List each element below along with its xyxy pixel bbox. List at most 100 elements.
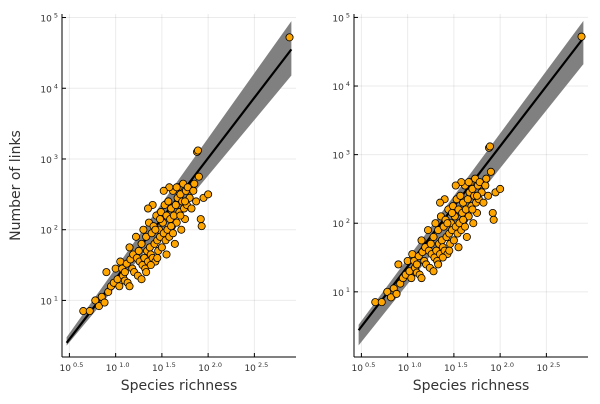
data-point xyxy=(394,260,403,269)
data-point xyxy=(151,225,160,234)
data-point xyxy=(194,172,203,181)
data-point xyxy=(449,236,458,245)
y-tick-label: 10 3 xyxy=(40,153,58,166)
data-point xyxy=(486,167,495,176)
data-point xyxy=(423,226,432,235)
y-tick-label: 10 3 xyxy=(332,149,350,162)
data-point xyxy=(120,268,129,277)
data-point xyxy=(417,236,426,245)
x-tick-label: 10 0.5 xyxy=(59,361,83,374)
data-point xyxy=(170,239,179,248)
y-tick-label: 10 1 xyxy=(40,294,58,307)
data-point xyxy=(125,243,134,252)
data-point xyxy=(285,33,294,42)
data-point xyxy=(459,215,468,224)
data-point xyxy=(489,215,498,224)
data-point xyxy=(189,186,198,195)
data-point xyxy=(162,250,171,259)
data-point xyxy=(377,298,386,307)
data-point xyxy=(115,282,124,291)
y-tick-label: 10 2 xyxy=(40,224,58,237)
x-tick-label: 10 1.0 xyxy=(106,361,130,374)
data-point xyxy=(469,219,478,228)
data-point xyxy=(485,142,494,151)
data-point xyxy=(142,268,151,277)
x-axis-title: Species richness xyxy=(413,378,530,394)
y-tick-label: 10 4 xyxy=(40,82,58,95)
x-tick-label: 10 1.5 xyxy=(444,361,468,374)
data-point xyxy=(137,275,146,284)
data-point xyxy=(91,296,100,305)
x-tick-label: 10 0.5 xyxy=(351,361,375,374)
data-point xyxy=(131,232,140,241)
data-point xyxy=(168,229,177,238)
data-point xyxy=(463,195,472,204)
data-point xyxy=(429,267,438,276)
data-point xyxy=(481,181,490,190)
data-point xyxy=(164,197,173,206)
data-point xyxy=(172,183,181,192)
x-axis-title: Species richness xyxy=(121,378,238,394)
data-point xyxy=(167,222,176,231)
data-point xyxy=(412,260,421,269)
data-point xyxy=(488,208,497,217)
right-scatter-panel: 10 0.5 10 1.0 10 1.5 10 2.0 10 2.5 10 1 10 2 10… xyxy=(332,11,588,394)
data-point xyxy=(407,274,416,283)
data-point xyxy=(156,215,165,224)
data-point xyxy=(100,298,109,307)
data-point xyxy=(171,200,180,209)
data-point xyxy=(187,204,196,213)
data-point xyxy=(484,191,493,200)
data-point xyxy=(139,225,148,234)
data-point xyxy=(137,239,146,248)
data-point xyxy=(157,243,166,252)
x-tick-label: 10 2.5 xyxy=(536,361,560,374)
y-tick-label: 10 2 xyxy=(332,217,350,230)
data-point xyxy=(196,215,205,224)
data-point xyxy=(496,184,505,193)
data-point xyxy=(190,179,199,188)
data-point xyxy=(445,246,454,255)
x-tick-label: 10 1.5 xyxy=(152,361,176,374)
x-tick-label: 10 2.0 xyxy=(490,361,514,374)
data-point xyxy=(482,174,491,183)
data-point xyxy=(125,282,134,291)
data-point xyxy=(417,274,426,283)
data-point xyxy=(451,181,460,190)
data-point xyxy=(142,232,151,241)
x-tick-label: 10 2.0 xyxy=(198,361,222,374)
y-tick-label: 10 5 xyxy=(40,12,58,25)
data-point xyxy=(183,183,192,192)
data-point xyxy=(134,246,143,255)
data-point xyxy=(462,232,471,241)
data-point xyxy=(429,232,438,241)
data-point xyxy=(197,222,206,231)
data-point xyxy=(165,183,174,192)
y-tick-label: 10 5 xyxy=(332,11,350,24)
data-point xyxy=(426,239,435,248)
data-point xyxy=(172,218,181,227)
data-point xyxy=(434,260,443,269)
x-tick-label: 10 1.0 xyxy=(398,361,422,374)
data-point xyxy=(431,219,440,228)
left-scatter-panel: 10 0.5 10 1.0 10 1.5 10 2.0 10 2.5 10 1 10 2 10… xyxy=(8,12,296,394)
data-point xyxy=(468,205,477,214)
data-point xyxy=(464,178,473,187)
data-point xyxy=(392,289,401,298)
data-point xyxy=(192,197,201,206)
data-point xyxy=(383,287,392,296)
data-point xyxy=(460,222,469,231)
data-point xyxy=(448,208,457,217)
y-tick-label: 10 4 xyxy=(332,80,350,93)
x-tick-label: 10 2.5 xyxy=(244,361,268,374)
data-point xyxy=(177,225,186,234)
data-point xyxy=(443,219,452,228)
data-point xyxy=(94,302,103,311)
data-point xyxy=(159,186,168,195)
data-point xyxy=(146,261,155,270)
data-point xyxy=(456,191,465,200)
data-point xyxy=(454,243,463,252)
data-point xyxy=(436,198,445,207)
